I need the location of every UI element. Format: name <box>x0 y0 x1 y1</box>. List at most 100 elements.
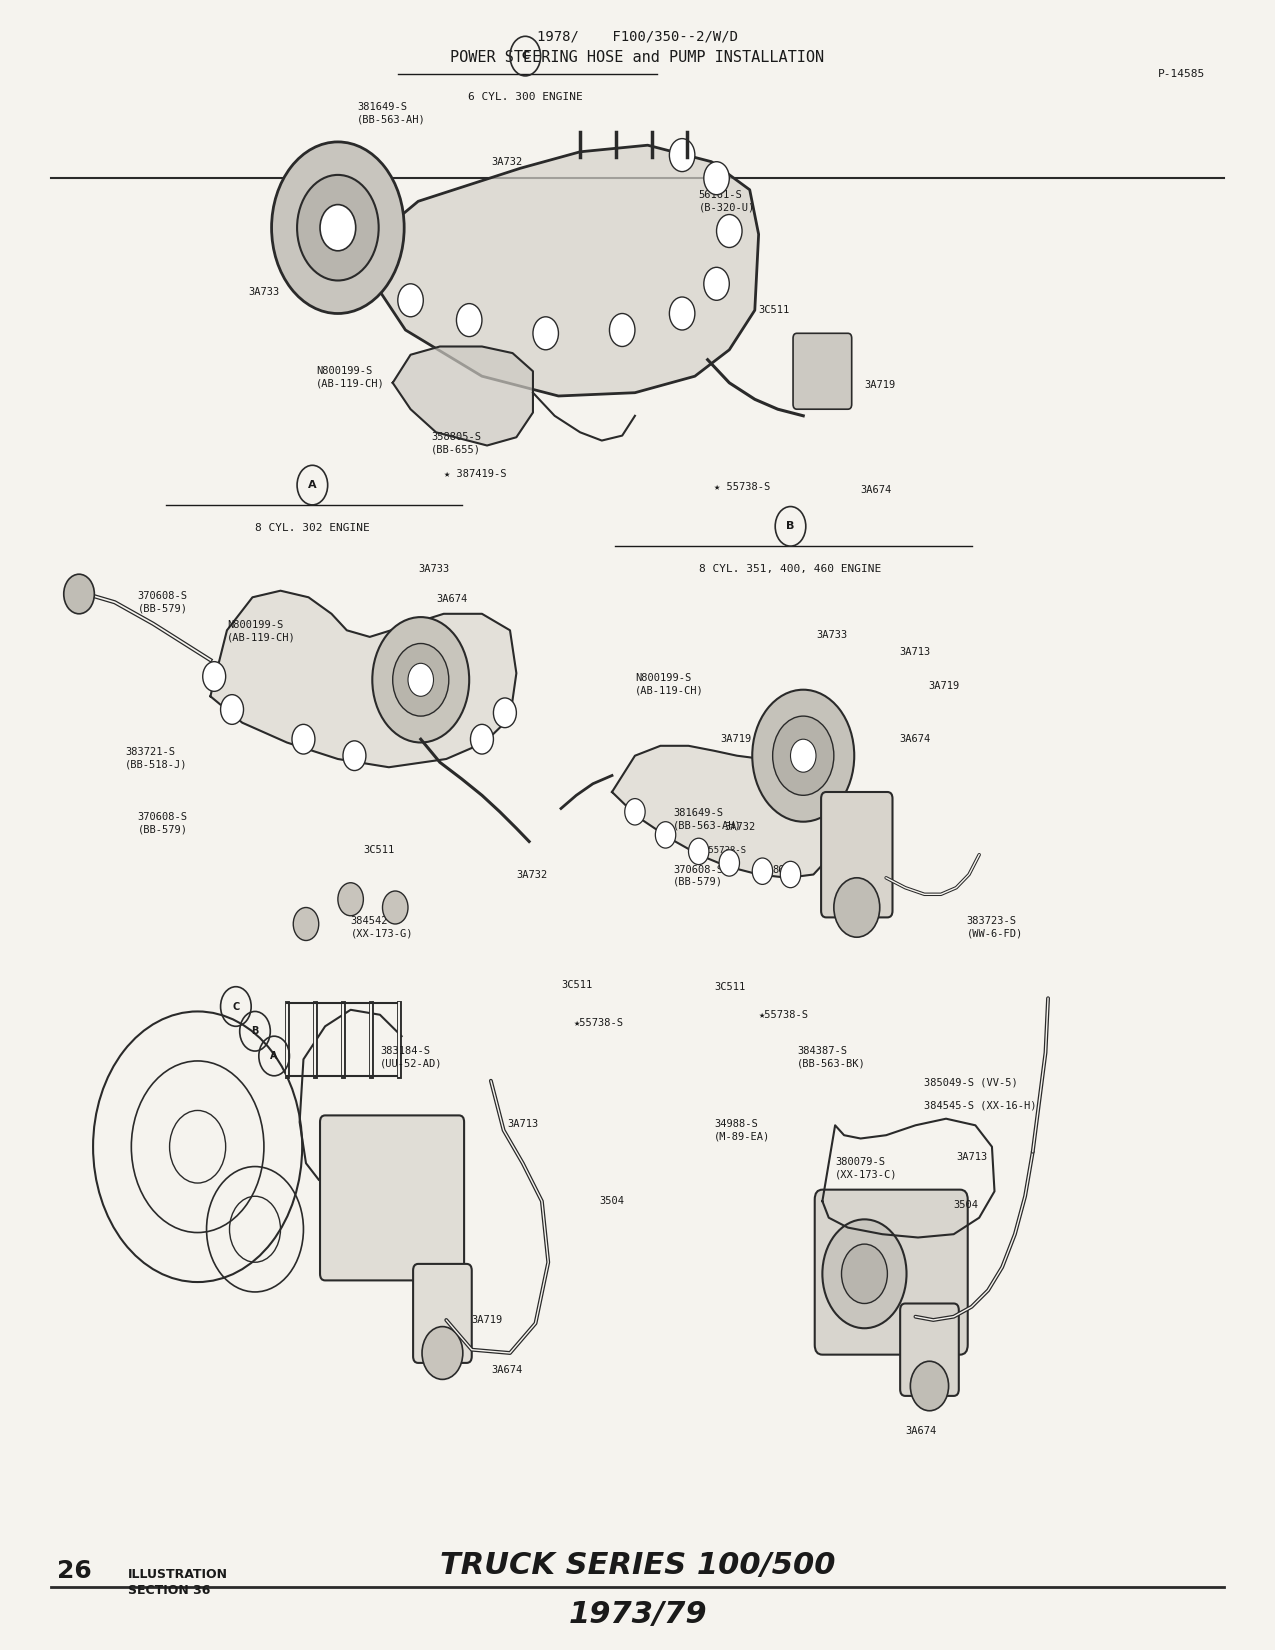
Circle shape <box>408 663 434 696</box>
Circle shape <box>292 724 315 754</box>
Circle shape <box>398 284 423 317</box>
Text: P-14585: P-14585 <box>1158 69 1205 79</box>
Text: 3C511: 3C511 <box>714 982 746 992</box>
Text: 380079-S
(XX-173-C): 380079-S (XX-173-C) <box>835 1157 898 1180</box>
Circle shape <box>272 142 404 314</box>
FancyBboxPatch shape <box>815 1190 968 1355</box>
Text: 6 CYL. 300 ENGINE: 6 CYL. 300 ENGINE <box>468 92 583 102</box>
Text: 56161-S
(B-320-U): 56161-S (B-320-U) <box>699 190 755 213</box>
Text: 3A719: 3A719 <box>928 681 960 691</box>
FancyBboxPatch shape <box>320 1115 464 1280</box>
Text: 3A733: 3A733 <box>816 630 848 640</box>
Text: 3C511: 3C511 <box>759 305 790 315</box>
Text: 3A674: 3A674 <box>491 1365 523 1374</box>
FancyBboxPatch shape <box>821 792 892 917</box>
Circle shape <box>372 617 469 742</box>
Text: 3A719: 3A719 <box>472 1315 504 1325</box>
Circle shape <box>822 1219 907 1328</box>
Text: 381649-S
(BB-563-AH): 381649-S (BB-563-AH) <box>357 102 426 125</box>
Text: ★ 55738-S: ★ 55738-S <box>714 482 770 492</box>
Text: ★55738-S: ★55738-S <box>759 1010 808 1020</box>
Text: 384545-S (XX-16-H): 384545-S (XX-16-H) <box>924 1101 1037 1110</box>
Text: 3A719: 3A719 <box>720 734 752 744</box>
Circle shape <box>493 698 516 728</box>
Circle shape <box>719 850 739 876</box>
Circle shape <box>343 741 366 771</box>
Circle shape <box>773 716 834 795</box>
Text: B: B <box>251 1026 259 1036</box>
Text: 3A674: 3A674 <box>861 485 892 495</box>
Circle shape <box>320 205 356 251</box>
Text: 384387-S
(BB-563-BK): 384387-S (BB-563-BK) <box>797 1046 866 1069</box>
Circle shape <box>221 695 244 724</box>
Text: C: C <box>521 51 529 61</box>
Circle shape <box>704 267 729 300</box>
Text: 383184-S
(UU-52-AD): 383184-S (UU-52-AD) <box>380 1046 442 1069</box>
Text: 3C511: 3C511 <box>561 980 593 990</box>
Circle shape <box>533 317 558 350</box>
Polygon shape <box>612 746 829 878</box>
Text: 3A732: 3A732 <box>491 157 523 167</box>
Text: ★ 387419-S: ★ 387419-S <box>444 469 506 478</box>
Circle shape <box>338 883 363 916</box>
Circle shape <box>717 214 742 248</box>
Text: 1978/    F100/350--2/W/D: 1978/ F100/350--2/W/D <box>537 30 738 43</box>
Circle shape <box>688 838 709 865</box>
Text: 3C511: 3C511 <box>363 845 395 855</box>
Text: 3504: 3504 <box>954 1200 979 1209</box>
Text: 3A674: 3A674 <box>436 594 468 604</box>
Circle shape <box>393 644 449 716</box>
Circle shape <box>910 1361 949 1411</box>
Circle shape <box>669 297 695 330</box>
Polygon shape <box>393 346 533 446</box>
Text: 3A674: 3A674 <box>905 1426 937 1436</box>
Text: 26: 26 <box>57 1559 92 1584</box>
Text: 3A732: 3A732 <box>724 822 756 832</box>
Text: N800199-S
(AB-119-CH): N800199-S (AB-119-CH) <box>227 620 296 644</box>
Text: 3A732: 3A732 <box>516 870 548 879</box>
Text: 383721-S
(BB-518-J): 383721-S (BB-518-J) <box>125 747 187 771</box>
Text: 370608-S
(BB-579): 370608-S (BB-579) <box>138 812 187 835</box>
Circle shape <box>470 724 493 754</box>
Text: 3A733: 3A733 <box>418 564 450 574</box>
Circle shape <box>780 861 801 888</box>
Text: 370608-S
(BB-579): 370608-S (BB-579) <box>673 865 723 888</box>
Circle shape <box>297 175 379 280</box>
Text: 370608-S
(BB-579): 370608-S (BB-579) <box>138 591 187 614</box>
Text: A: A <box>309 480 316 490</box>
Circle shape <box>752 858 773 884</box>
Circle shape <box>64 574 94 614</box>
Text: A: A <box>270 1051 278 1061</box>
Text: N800199-S
(AB-119-CH): N800199-S (AB-119-CH) <box>316 366 385 389</box>
Text: 383723-S
(WW-6-FD): 383723-S (WW-6-FD) <box>966 916 1023 939</box>
Text: ★55738-S: ★55738-S <box>574 1018 623 1028</box>
Text: 381649-S
(BB-563-AH): 381649-S (BB-563-AH) <box>673 808 742 832</box>
Text: TRUCK SERIES 100/500: TRUCK SERIES 100/500 <box>440 1551 835 1581</box>
Circle shape <box>382 891 408 924</box>
Text: ILLUSTRATION
SECTION 36: ILLUSTRATION SECTION 36 <box>128 1568 227 1597</box>
FancyBboxPatch shape <box>900 1304 959 1396</box>
Polygon shape <box>367 145 759 396</box>
Text: 384542-S
(XX-173-G): 384542-S (XX-173-G) <box>351 916 413 939</box>
Circle shape <box>203 662 226 691</box>
Circle shape <box>790 739 816 772</box>
Text: 34988-S
(M-89-EA): 34988-S (M-89-EA) <box>714 1119 770 1142</box>
FancyBboxPatch shape <box>793 333 852 409</box>
Circle shape <box>609 314 635 346</box>
Circle shape <box>293 908 319 940</box>
Text: 8678: 8678 <box>773 865 798 874</box>
Circle shape <box>456 304 482 337</box>
Text: 3504: 3504 <box>599 1196 625 1206</box>
Circle shape <box>422 1327 463 1379</box>
Text: POWER STEERING HOSE and PUMP INSTALLATION: POWER STEERING HOSE and PUMP INSTALLATIO… <box>450 50 825 64</box>
Text: 358805-S
(BB-655): 358805-S (BB-655) <box>431 432 481 455</box>
Text: 3A713: 3A713 <box>899 647 931 657</box>
Circle shape <box>834 878 880 937</box>
Circle shape <box>752 690 854 822</box>
Circle shape <box>655 822 676 848</box>
Text: 1973/79: 1973/79 <box>569 1600 706 1630</box>
Circle shape <box>704 162 729 195</box>
Text: 8 CYL. 302 ENGINE: 8 CYL. 302 ENGINE <box>255 523 370 533</box>
Circle shape <box>842 1244 887 1304</box>
Text: 3A713: 3A713 <box>507 1119 539 1129</box>
